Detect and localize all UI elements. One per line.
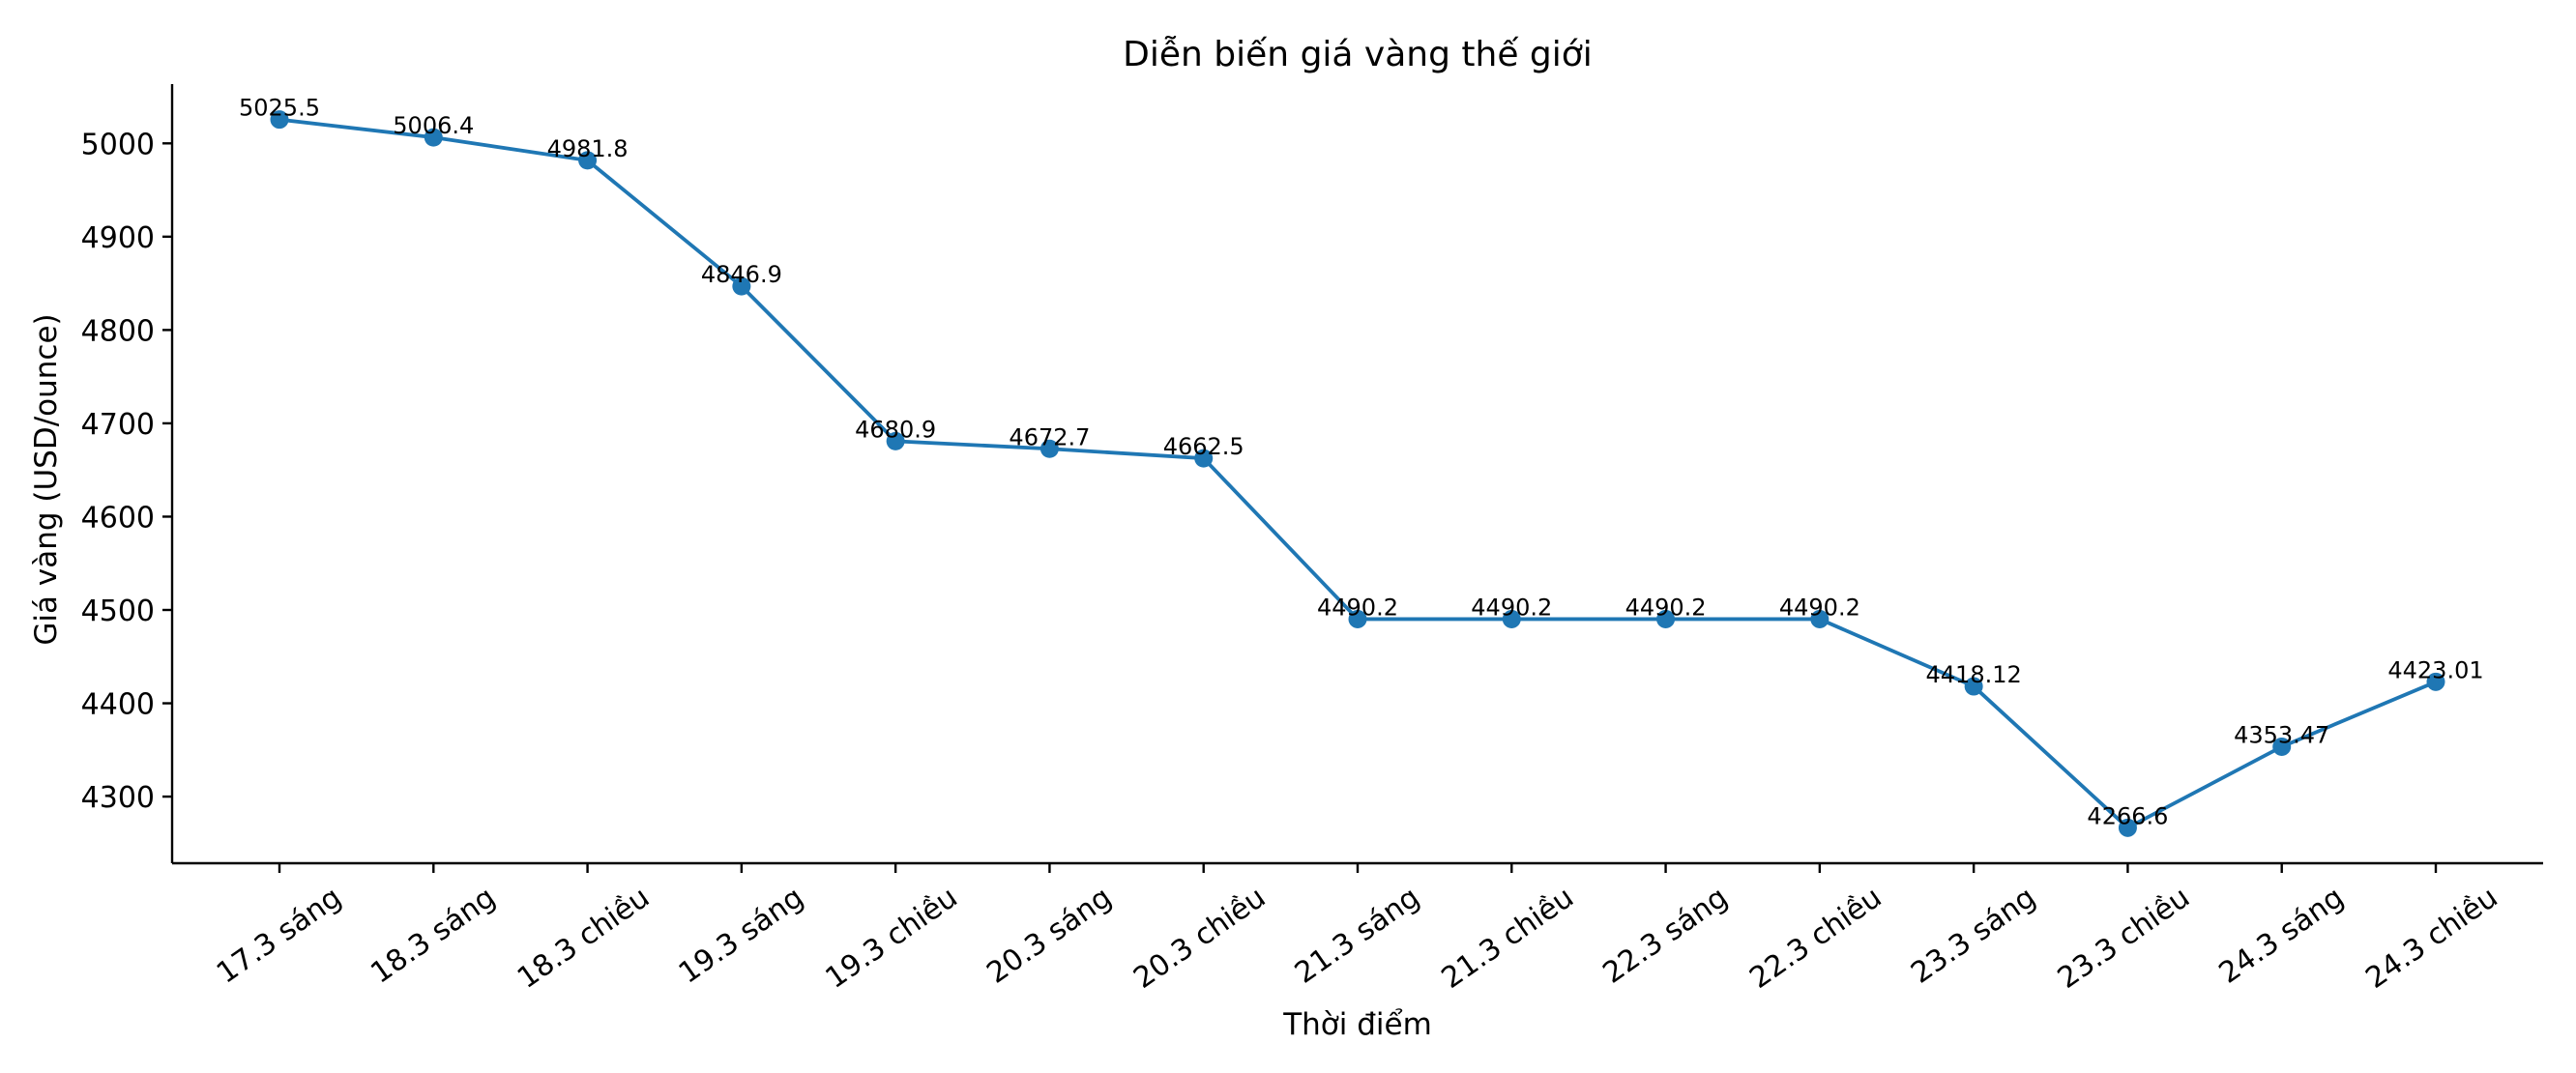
x-tick-label: 20.3 sáng	[981, 881, 1118, 991]
y-tick-label: 4600	[81, 501, 155, 535]
data-label: 4846.9	[701, 261, 782, 288]
y-tick-label: 4800	[81, 314, 155, 348]
data-label: 4680.9	[855, 416, 936, 443]
y-ticks: 4300 4400 4500 4600 4700 4800 4900 5000	[81, 128, 172, 815]
data-point	[2118, 818, 2137, 837]
y-tick-label: 4400	[81, 688, 155, 722]
x-ticks: 17.3 sáng 18.3 sáng 18.3 chiều 19.3 sáng 19.…	[211, 863, 2504, 996]
x-tick-label: 23.3 sáng	[1905, 881, 2042, 991]
x-tick-label: 18.3 chiều	[512, 881, 656, 996]
data-label: 4662.5	[1163, 433, 1244, 460]
data-point	[886, 431, 905, 450]
y-tick-label: 4500	[81, 594, 155, 628]
data-labels: 5025.5 5006.4 4981.8 4846.9 4680.9 4672.7 4662…	[239, 95, 2484, 830]
x-axis-label: Thời điểm	[1282, 1007, 1432, 1042]
x-tick-label: 24.3 sáng	[2213, 881, 2351, 991]
x-tick-label: 22.3 chiều	[1743, 881, 1888, 996]
data-point	[1348, 609, 1367, 628]
data-point	[578, 151, 598, 170]
data-label: 4266.6	[2087, 802, 2168, 829]
data-point	[1039, 439, 1059, 458]
x-tick-label: 21.3 chiều	[1436, 881, 1580, 996]
data-point	[424, 128, 443, 147]
price-series	[270, 110, 2445, 837]
chart-title: Diễn biến giá vàng thế giới	[1123, 35, 1593, 74]
data-point	[2426, 672, 2445, 691]
data-point	[1964, 677, 1983, 696]
y-axis-label: Giá vàng (USD/ounce)	[29, 313, 64, 645]
data-label: 4490.2	[1625, 594, 1707, 621]
data-label: 4672.7	[1009, 423, 1090, 450]
x-tick-label: 17.3 sáng	[211, 881, 348, 991]
data-label: 4981.8	[547, 135, 629, 162]
x-tick-label: 22.3 sáng	[1597, 881, 1735, 991]
data-label: 4490.2	[1317, 594, 1398, 621]
data-label: 5025.5	[239, 95, 320, 122]
data-point	[732, 276, 751, 296]
x-tick-label: 20.3 chiều	[1127, 881, 1272, 996]
data-label: 5006.4	[393, 112, 474, 139]
data-point	[1502, 609, 1521, 628]
x-tick-label: 19.3 sáng	[673, 881, 810, 991]
axes	[170, 84, 2543, 865]
x-tick-label: 24.3 chiều	[2359, 881, 2503, 996]
x-tick-label: 18.3 sáng	[365, 881, 502, 991]
data-point	[1194, 449, 1214, 468]
data-point	[270, 110, 289, 130]
data-label: 4423.01	[2387, 656, 2483, 683]
data-label: 4418.12	[1926, 661, 2022, 688]
data-label: 4490.2	[1471, 594, 1552, 621]
x-tick-label: 21.3 sáng	[1289, 881, 1426, 991]
y-tick-label: 4300	[81, 781, 155, 815]
data-point	[2272, 737, 2292, 756]
y-tick-label: 4900	[81, 221, 155, 255]
y-tick-label: 5000	[81, 128, 155, 161]
x-tick-label: 19.3 chiều	[820, 881, 964, 996]
y-tick-label: 4700	[81, 408, 155, 442]
data-label: 4353.47	[2234, 721, 2329, 748]
series-line	[278, 117, 2437, 830]
data-point	[1656, 609, 1676, 628]
data-point	[1810, 609, 1830, 628]
data-label: 4490.2	[1779, 594, 1860, 621]
x-tick-label: 23.3 chiều	[2052, 881, 2196, 996]
